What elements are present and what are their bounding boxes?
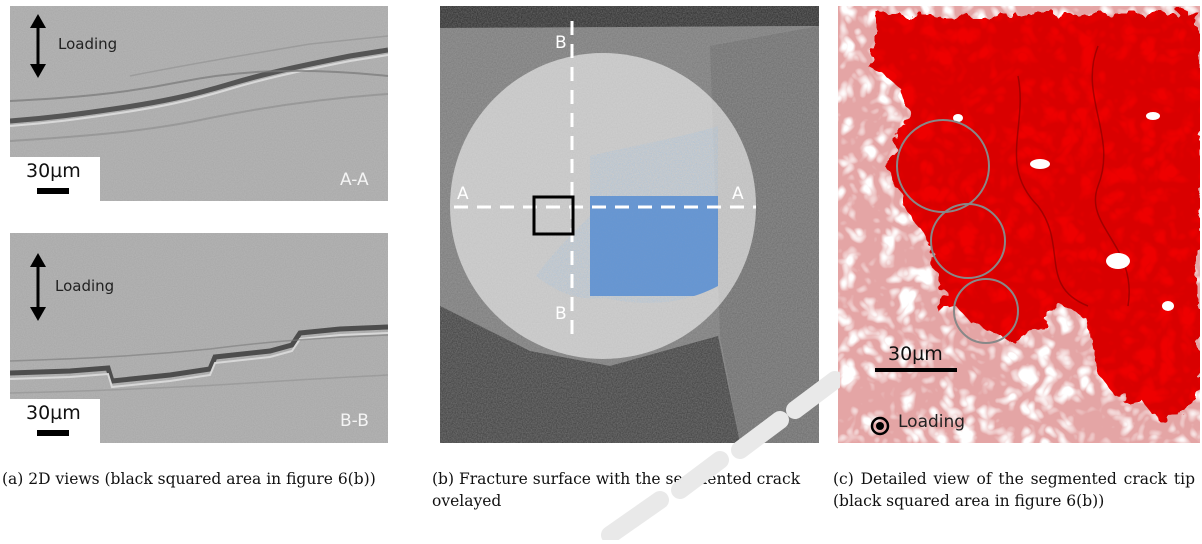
squared-area-marker	[532, 195, 575, 236]
scale-bar: 30µm	[10, 157, 100, 201]
crack-tip-segmentation	[838, 6, 1200, 443]
scale-bar-line	[37, 188, 69, 194]
panel-a-section-aa: Loading 30µm A-A	[10, 6, 388, 201]
scale-label: 30µm	[26, 160, 81, 182]
crack-tip-circle	[953, 278, 1019, 344]
fracture-surface-image	[440, 6, 819, 443]
label-b-bottom: B	[555, 304, 567, 324]
scale-bar: 30µm	[10, 399, 100, 443]
caption-a: (a) 2D views (black squared area in figu…	[2, 470, 376, 488]
segmented-crack-overlay	[590, 196, 718, 296]
panel-b-fracture-surface: B B A A	[440, 6, 819, 443]
scale-bar-line	[37, 430, 69, 436]
loading-label: Loading	[58, 35, 118, 53]
label-a-right: A	[732, 184, 744, 204]
loading-out-of-plane-icon	[870, 416, 890, 436]
label-a-left: A	[457, 184, 469, 204]
caption-c: (c) Detailed view of the segmented crack…	[833, 470, 1195, 510]
loading-label: Loading	[898, 412, 966, 432]
panel-c-crack-tip: 30µm Loading	[838, 6, 1200, 443]
caption-b: (b) Fracture surface with the segmented …	[432, 470, 801, 510]
section-label: A-A	[340, 170, 369, 190]
label-b-top: B	[555, 33, 567, 53]
crack-tip-circle	[896, 119, 990, 213]
scale-bar-line	[875, 368, 957, 372]
scale-label: 30µm	[888, 343, 943, 365]
section-label: B-B	[340, 411, 369, 431]
panel-a-section-bb: Loading 30µm B-B	[10, 233, 388, 443]
crack-tip-circle	[930, 203, 1006, 279]
loading-label: Loading	[55, 277, 115, 295]
scale-label: 30µm	[26, 402, 81, 424]
